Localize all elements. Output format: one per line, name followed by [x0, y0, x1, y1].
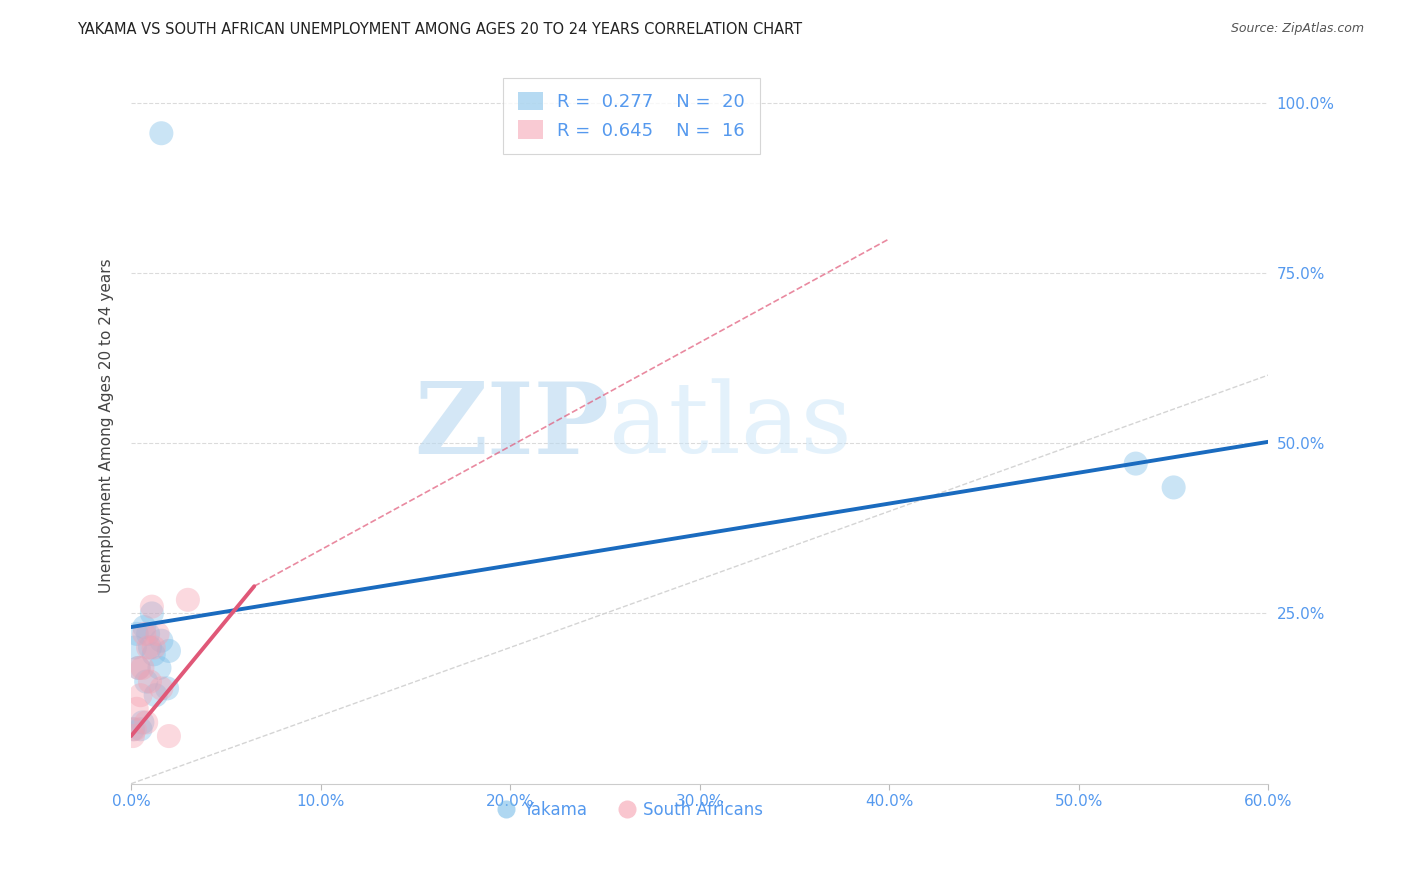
Point	[1163, 480, 1185, 494]
Point	[142, 640, 165, 655]
Point	[124, 640, 146, 655]
Point	[157, 729, 180, 743]
Point	[148, 661, 170, 675]
Point	[139, 674, 162, 689]
Text: atlas: atlas	[609, 378, 852, 474]
Point	[122, 729, 145, 743]
Point	[1125, 457, 1147, 471]
Point	[125, 627, 148, 641]
Y-axis label: Unemployment Among Ages 20 to 24 years: Unemployment Among Ages 20 to 24 years	[100, 259, 114, 593]
Point	[134, 627, 156, 641]
Text: Source: ZipAtlas.com: Source: ZipAtlas.com	[1230, 22, 1364, 36]
Point	[129, 688, 152, 702]
Point	[128, 661, 150, 675]
Point	[146, 627, 169, 641]
Point	[136, 627, 159, 641]
Point	[150, 681, 173, 696]
Point	[135, 715, 157, 730]
Point	[136, 640, 159, 655]
Point	[139, 640, 162, 655]
Point	[157, 644, 180, 658]
Point	[141, 607, 163, 621]
Point	[128, 661, 150, 675]
Point	[156, 681, 179, 696]
Text: YAKAMA VS SOUTH AFRICAN UNEMPLOYMENT AMONG AGES 20 TO 24 YEARS CORRELATION CHART: YAKAMA VS SOUTH AFRICAN UNEMPLOYMENT AMO…	[77, 22, 803, 37]
Legend: Yakama, South Africans: Yakama, South Africans	[494, 794, 770, 825]
Point	[141, 599, 163, 614]
Point	[131, 715, 153, 730]
Point	[134, 620, 156, 634]
Point	[150, 633, 173, 648]
Point	[150, 126, 173, 140]
Point	[125, 702, 148, 716]
Point	[124, 723, 146, 737]
Point	[177, 592, 200, 607]
Point	[145, 688, 167, 702]
Point	[122, 723, 145, 737]
Point	[135, 674, 157, 689]
Point	[131, 661, 153, 675]
Point	[129, 723, 152, 737]
Text: ZIP: ZIP	[413, 377, 609, 475]
Point	[142, 648, 165, 662]
